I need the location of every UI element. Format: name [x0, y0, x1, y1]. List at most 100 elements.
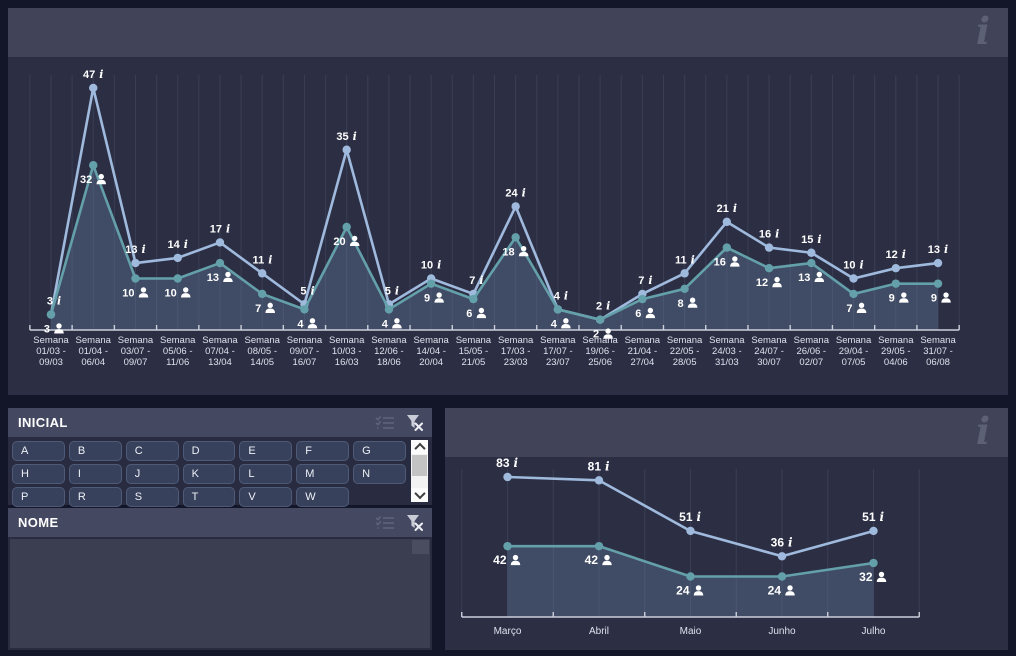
nome-list-area[interactable] — [10, 539, 430, 648]
data-point[interactable] — [89, 83, 98, 93]
select-list-icon[interactable] — [375, 415, 395, 430]
series-area — [51, 165, 939, 330]
x-tick-label: Semana — [160, 335, 196, 346]
data-point[interactable] — [680, 284, 689, 293]
data-point[interactable] — [503, 541, 512, 551]
letter-button-c[interactable]: C — [125, 441, 179, 461]
data-point[interactable] — [686, 572, 695, 581]
data-point[interactable] — [258, 289, 267, 299]
person-icon — [603, 328, 613, 339]
data-point[interactable] — [722, 217, 732, 227]
data-point[interactable] — [553, 305, 563, 314]
data-point[interactable] — [131, 258, 140, 268]
data-point[interactable] — [173, 253, 182, 263]
letter-button-w[interactable]: W — [296, 487, 350, 507]
value-label-info: 10 i — [843, 259, 863, 272]
person-icon — [730, 256, 740, 267]
info-icon[interactable]: i — [975, 8, 990, 53]
data-point[interactable] — [777, 552, 787, 561]
data-point[interactable] — [384, 305, 394, 314]
scroll-down-button[interactable] — [411, 487, 428, 502]
letter-button-v[interactable]: V — [239, 487, 293, 507]
clear-filter-icon[interactable] — [406, 514, 424, 531]
data-point[interactable] — [300, 305, 309, 314]
data-point[interactable] — [869, 558, 878, 568]
letter-button-a[interactable]: A — [12, 441, 65, 461]
inicial-caption: INICIAL — [8, 408, 432, 437]
data-point[interactable] — [511, 202, 520, 211]
data-point[interactable] — [933, 279, 943, 288]
value-label-person: 13 — [798, 271, 825, 284]
data-point[interactable] — [933, 258, 943, 268]
data-point[interactable] — [686, 526, 695, 536]
data-point[interactable] — [469, 294, 478, 304]
svg-text:13: 13 — [207, 272, 219, 284]
letter-button-l[interactable]: L — [239, 464, 293, 484]
letter-button-f[interactable]: F — [296, 441, 350, 461]
letter-button-g[interactable]: G — [353, 441, 406, 461]
letter-button-p[interactable]: P — [12, 487, 65, 507]
data-point[interactable] — [426, 279, 436, 288]
data-point[interactable] — [594, 476, 604, 485]
weekly-chart-caption: i — [8, 8, 1008, 57]
nome-filter-panel: NOME — [8, 508, 432, 650]
data-point[interactable] — [869, 526, 878, 536]
letter-button-n[interactable]: N — [353, 464, 406, 484]
select-list-icon[interactable] — [375, 515, 395, 530]
data-point[interactable] — [342, 222, 351, 232]
data-point[interactable] — [46, 310, 56, 319]
letter-button-m[interactable]: M — [296, 464, 350, 484]
info-icon: i — [353, 130, 357, 143]
value-label-person: 10 — [164, 287, 191, 300]
value-label-person: 42 — [493, 553, 521, 567]
letter-button-s[interactable]: S — [125, 487, 179, 507]
letter-button-h[interactable]: H — [12, 464, 65, 484]
letter-button-d[interactable]: D — [182, 441, 236, 461]
data-point[interactable] — [258, 269, 267, 278]
value-label-person: 24 — [768, 584, 795, 598]
data-point[interactable] — [764, 264, 774, 273]
scrollbar-thumb[interactable] — [412, 455, 427, 476]
inicial-scrollbar[interactable] — [411, 440, 428, 502]
data-point[interactable] — [849, 289, 858, 299]
letter-button-i[interactable]: I — [68, 464, 122, 484]
letter-button-j[interactable]: J — [125, 464, 179, 484]
letter-button-r[interactable]: R — [68, 487, 122, 507]
value-label-info: 36 i — [771, 535, 793, 549]
scroll-up-button[interactable] — [411, 440, 428, 455]
data-point[interactable] — [849, 274, 858, 283]
data-point[interactable] — [89, 161, 98, 170]
data-point[interactable] — [680, 269, 689, 278]
letter-button-b[interactable]: B — [68, 441, 122, 461]
data-point[interactable] — [503, 472, 512, 482]
data-point[interactable] — [595, 315, 605, 324]
data-point[interactable] — [807, 258, 816, 268]
data-point[interactable] — [594, 541, 604, 551]
data-point[interactable] — [215, 238, 225, 247]
letter-button-k[interactable]: K — [182, 464, 236, 484]
data-point[interactable] — [173, 274, 182, 283]
data-point[interactable] — [777, 572, 787, 581]
clear-filter-icon[interactable] — [406, 414, 424, 431]
data-point[interactable] — [891, 264, 900, 273]
data-point[interactable] — [215, 258, 225, 268]
svg-text:10: 10 — [164, 288, 176, 300]
data-point[interactable] — [131, 274, 140, 283]
data-point[interactable] — [764, 243, 774, 252]
data-point[interactable] — [342, 145, 351, 154]
data-point[interactable] — [722, 243, 732, 252]
data-point[interactable] — [511, 233, 520, 242]
person-icon — [307, 318, 318, 329]
info-icon[interactable]: i — [975, 408, 990, 453]
weekly-line-chart[interactable]: 3 i47 i13 i 14 i17 i11 i5 i35 i5 i10 i7 i24 i4 i2 i7 i11… — [8, 57, 1008, 395]
value-label-person: 10 — [122, 287, 149, 300]
data-point[interactable] — [807, 248, 816, 257]
data-point[interactable] — [638, 294, 647, 304]
letter-button-e[interactable]: E — [239, 441, 293, 461]
data-point[interactable] — [891, 279, 900, 288]
svg-text:4: 4 — [297, 318, 304, 330]
svg-text:7: 7 — [846, 303, 852, 315]
letter-button-t[interactable]: T — [182, 487, 236, 507]
value-label-info: 35 i — [336, 130, 356, 143]
